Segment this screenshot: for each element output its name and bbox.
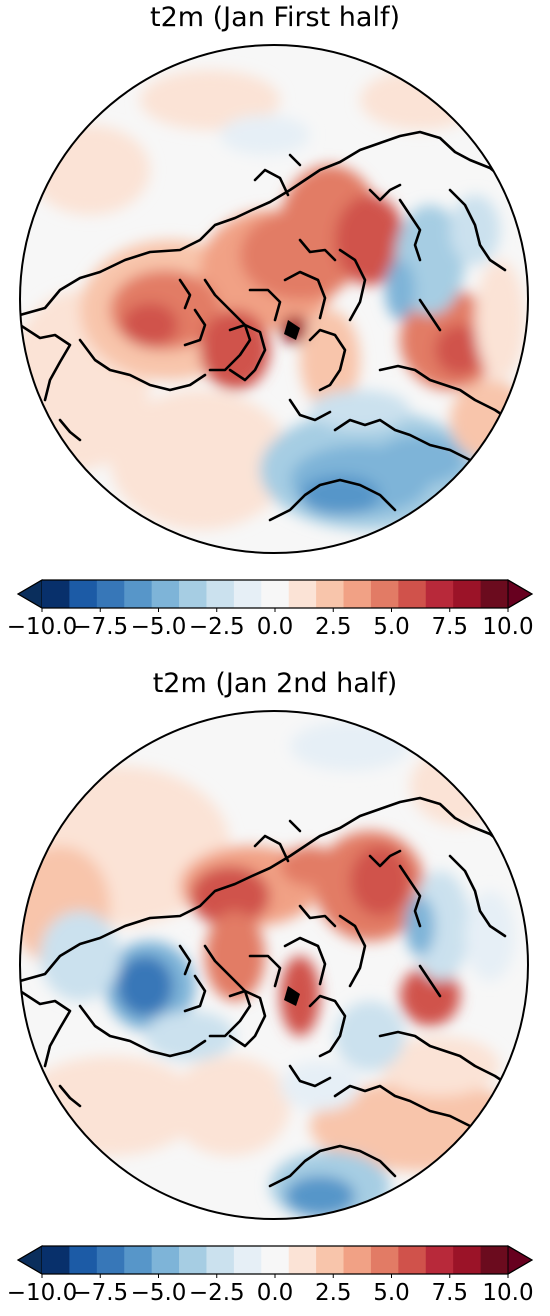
colorbar-2-swatch bbox=[370, 1246, 399, 1274]
colorbar-1-tick-label: −5.0 bbox=[130, 614, 187, 640]
colorbar-2-swatch bbox=[69, 1246, 98, 1274]
colorbar-1-tick-label: −2.5 bbox=[188, 614, 245, 640]
colorbar-2-swatch bbox=[151, 1246, 180, 1274]
colorbar-2-swatch bbox=[343, 1246, 372, 1274]
colorbar-1-swatch bbox=[179, 580, 207, 608]
colorbar-2-tick-label: 0.0 bbox=[256, 1280, 294, 1306]
colorbar-2-tick-label: −10.0 bbox=[6, 1280, 78, 1306]
coastlines-2 bbox=[20, 796, 512, 1188]
temperature-anomaly-field-2 bbox=[20, 711, 528, 1219]
temperature-anomaly-field-1 bbox=[20, 45, 528, 553]
colorbar-2-swatch bbox=[316, 1246, 344, 1274]
colorbar-1-swatch bbox=[233, 580, 262, 608]
colorbar-2-tick-label: 2.5 bbox=[314, 1280, 352, 1306]
colorbar-1-swatch bbox=[96, 580, 125, 608]
colorbar-2-swatch bbox=[398, 1246, 427, 1274]
polar-map-1 bbox=[19, 44, 529, 554]
colorbar-2-tick-label: −2.5 bbox=[188, 1280, 245, 1306]
colorbar-1-swatch bbox=[261, 580, 290, 608]
colorbar-2-tick-label: 7.5 bbox=[431, 1280, 469, 1306]
colorbar-1-swatch bbox=[316, 580, 344, 608]
colorbar-1-tick-label: 2.5 bbox=[314, 614, 352, 640]
colorbar-2-swatch bbox=[206, 1246, 235, 1274]
polar-map-2 bbox=[19, 710, 529, 1220]
colorbar-2-swatch bbox=[425, 1246, 454, 1274]
colorbar-2-swatch bbox=[261, 1246, 290, 1274]
colorbar-1-tick-label: 0.0 bbox=[256, 614, 294, 640]
colorbar-1-swatch bbox=[206, 580, 235, 608]
colorbar-1-tick-label: −7.5 bbox=[72, 614, 129, 640]
colorbar-1-swatch bbox=[480, 580, 509, 608]
colorbar-2-swatch bbox=[453, 1246, 481, 1274]
colorbar-1-tick-label: −10.0 bbox=[6, 614, 78, 640]
colorbar-2-swatch bbox=[288, 1246, 317, 1274]
colorbar-2-swatch bbox=[480, 1246, 509, 1274]
coastlines-1 bbox=[20, 130, 512, 522]
colorbar-1-over-arrow bbox=[507, 579, 533, 609]
colorbar-1-tick-label: 10.0 bbox=[482, 614, 534, 640]
map-boundary-1 bbox=[19, 44, 529, 554]
colorbar-1-tick-label: 5.0 bbox=[373, 614, 410, 640]
colorbar-1-swatch bbox=[398, 580, 427, 608]
colorbar-1-tick-labels: −10.0 −7.5 −5.0 −2.5 0.0 2.5 5.0 7.5 10.0 bbox=[0, 614, 550, 644]
colorbar-2-tick-labels: −10.0 −7.5 −5.0 −2.5 0.0 2.5 5.0 7.5 10.0 bbox=[0, 1280, 550, 1310]
colorbar-1-swatch bbox=[69, 580, 98, 608]
colorbar-2-swatch bbox=[179, 1246, 207, 1274]
colorbar-1-swatch bbox=[425, 580, 454, 608]
panel-1-title: t2m (Jan First half) bbox=[150, 2, 400, 33]
colorbar-2-tick-label: −5.0 bbox=[130, 1280, 187, 1306]
colorbar-1-swatch bbox=[453, 580, 481, 608]
colorbar-2-over-arrow bbox=[507, 1245, 533, 1275]
colorbar-1-swatch bbox=[151, 580, 180, 608]
colorbar-2-swatch bbox=[42, 1246, 70, 1274]
colorbar-2-swatch bbox=[233, 1246, 262, 1274]
panel-2-title: t2m (Jan 2nd half) bbox=[152, 668, 398, 699]
colorbar-1-swatch bbox=[124, 580, 153, 608]
map-boundary-2 bbox=[19, 710, 529, 1220]
colorbar-1-swatch bbox=[370, 580, 399, 608]
colorbar-1 bbox=[16, 579, 534, 612]
colorbar-2 bbox=[16, 1245, 534, 1278]
colorbar-2-tick-label: −7.5 bbox=[72, 1280, 129, 1306]
colorbar-1-tick-label: 7.5 bbox=[431, 614, 469, 640]
colorbar-1-swatch bbox=[343, 580, 372, 608]
colorbar-2-swatch bbox=[124, 1246, 153, 1274]
colorbar-2-tick-label: 10.0 bbox=[482, 1280, 534, 1306]
colorbar-1-under-arrow bbox=[17, 579, 43, 609]
colorbar-2-swatch bbox=[96, 1246, 125, 1274]
colorbar-2-tick-label: 5.0 bbox=[373, 1280, 410, 1306]
colorbar-1-swatch bbox=[42, 580, 70, 608]
colorbar-1-swatch bbox=[288, 580, 317, 608]
colorbar-2-under-arrow bbox=[17, 1245, 43, 1275]
